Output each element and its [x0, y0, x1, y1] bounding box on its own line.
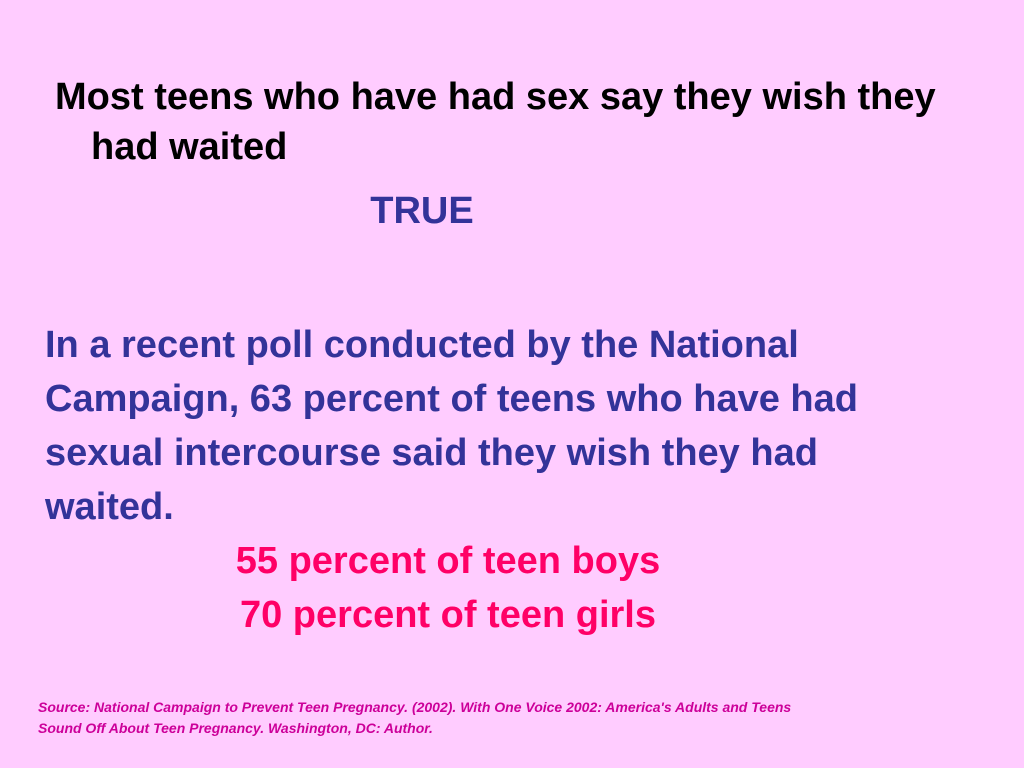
- source: Source: National Campaign to Prevent Tee…: [38, 699, 792, 736]
- breakdown-item: 70 percent of teen girls: [239, 594, 656, 636]
- statement: Most teens who have had sex say they wis…: [55, 76, 936, 168]
- explanation: In a recent poll conducted by the Nation…: [45, 324, 858, 528]
- answer: TRUE: [370, 190, 474, 232]
- breakdown-item: 55 percent of teen boys: [235, 540, 661, 582]
